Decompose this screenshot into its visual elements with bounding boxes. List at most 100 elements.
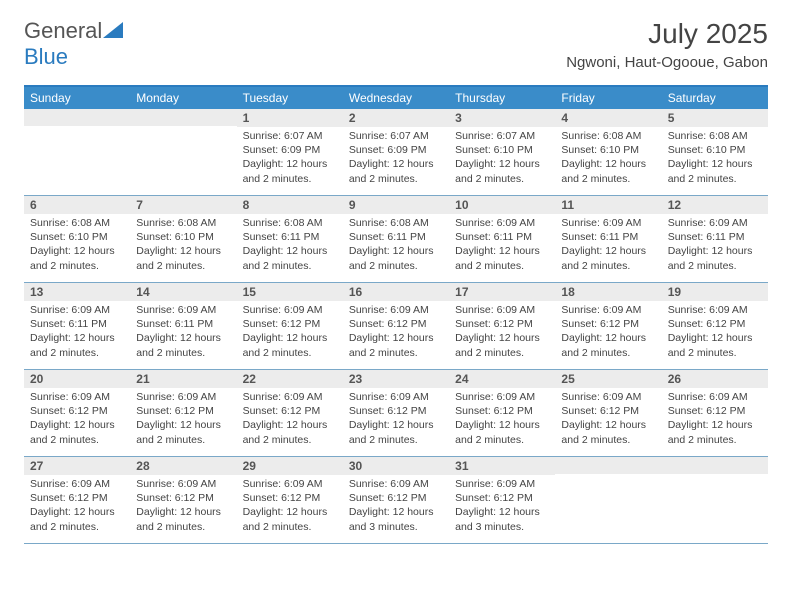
day-number: [555, 457, 661, 474]
sunrise-text: Sunrise: 6:09 AM: [243, 477, 337, 491]
sunset-text: Sunset: 6:12 PM: [455, 404, 549, 418]
daylight-text: Daylight: 12 hours and 2 minutes.: [136, 505, 230, 533]
day-number: 6: [24, 196, 130, 214]
sunrise-text: Sunrise: 6:09 AM: [668, 303, 762, 317]
daylight-text: Daylight: 12 hours and 2 minutes.: [455, 331, 549, 359]
sunset-text: Sunset: 6:12 PM: [349, 491, 443, 505]
day-cell: 31Sunrise: 6:09 AMSunset: 6:12 PMDayligh…: [449, 457, 555, 543]
day-cell: [662, 457, 768, 543]
day-body: Sunrise: 6:09 AMSunset: 6:12 PMDaylight:…: [449, 388, 555, 451]
sunrise-text: Sunrise: 6:09 AM: [30, 477, 124, 491]
week-row: 1Sunrise: 6:07 AMSunset: 6:09 PMDaylight…: [24, 109, 768, 196]
daylight-text: Daylight: 12 hours and 2 minutes.: [243, 157, 337, 185]
day-number: [662, 457, 768, 474]
day-body: Sunrise: 6:09 AMSunset: 6:12 PMDaylight:…: [555, 388, 661, 451]
day-body: [24, 126, 130, 132]
day-cell: 22Sunrise: 6:09 AMSunset: 6:12 PMDayligh…: [237, 370, 343, 456]
sunset-text: Sunset: 6:12 PM: [668, 317, 762, 331]
daylight-text: Daylight: 12 hours and 2 minutes.: [136, 418, 230, 446]
day-cell: 27Sunrise: 6:09 AMSunset: 6:12 PMDayligh…: [24, 457, 130, 543]
sunrise-text: Sunrise: 6:09 AM: [243, 303, 337, 317]
day-cell: 3Sunrise: 6:07 AMSunset: 6:10 PMDaylight…: [449, 109, 555, 195]
sunrise-text: Sunrise: 6:09 AM: [455, 477, 549, 491]
day-cell: 24Sunrise: 6:09 AMSunset: 6:12 PMDayligh…: [449, 370, 555, 456]
day-number: 14: [130, 283, 236, 301]
day-cell: 28Sunrise: 6:09 AMSunset: 6:12 PMDayligh…: [130, 457, 236, 543]
week-row: 20Sunrise: 6:09 AMSunset: 6:12 PMDayligh…: [24, 370, 768, 457]
day-body: [662, 474, 768, 480]
weekday-header: Sunday: [24, 87, 130, 109]
day-cell: 10Sunrise: 6:09 AMSunset: 6:11 PMDayligh…: [449, 196, 555, 282]
day-body: Sunrise: 6:09 AMSunset: 6:11 PMDaylight:…: [130, 301, 236, 364]
sunset-text: Sunset: 6:12 PM: [243, 404, 337, 418]
day-number: 31: [449, 457, 555, 475]
sunset-text: Sunset: 6:09 PM: [243, 143, 337, 157]
day-cell: 6Sunrise: 6:08 AMSunset: 6:10 PMDaylight…: [24, 196, 130, 282]
sunset-text: Sunset: 6:11 PM: [668, 230, 762, 244]
day-cell: 8Sunrise: 6:08 AMSunset: 6:11 PMDaylight…: [237, 196, 343, 282]
day-number: 23: [343, 370, 449, 388]
day-body: Sunrise: 6:09 AMSunset: 6:11 PMDaylight:…: [555, 214, 661, 277]
sunset-text: Sunset: 6:12 PM: [561, 404, 655, 418]
day-number: 8: [237, 196, 343, 214]
sunrise-text: Sunrise: 6:09 AM: [561, 390, 655, 404]
weekday-header: Tuesday: [237, 87, 343, 109]
daylight-text: Daylight: 12 hours and 2 minutes.: [455, 418, 549, 446]
sunset-text: Sunset: 6:10 PM: [455, 143, 549, 157]
day-number: 19: [662, 283, 768, 301]
sunrise-text: Sunrise: 6:09 AM: [136, 303, 230, 317]
day-cell: 29Sunrise: 6:09 AMSunset: 6:12 PMDayligh…: [237, 457, 343, 543]
day-number: 22: [237, 370, 343, 388]
daylight-text: Daylight: 12 hours and 2 minutes.: [455, 244, 549, 272]
location-text: Ngwoni, Haut-Ogooue, Gabon: [566, 54, 768, 71]
daylight-text: Daylight: 12 hours and 2 minutes.: [136, 331, 230, 359]
sunset-text: Sunset: 6:12 PM: [30, 404, 124, 418]
sunrise-text: Sunrise: 6:08 AM: [136, 216, 230, 230]
day-number: 17: [449, 283, 555, 301]
logo-text-blue: Blue: [24, 44, 68, 69]
day-number: 28: [130, 457, 236, 475]
day-cell: 15Sunrise: 6:09 AMSunset: 6:12 PMDayligh…: [237, 283, 343, 369]
day-body: Sunrise: 6:09 AMSunset: 6:12 PMDaylight:…: [343, 388, 449, 451]
sunrise-text: Sunrise: 6:08 AM: [668, 129, 762, 143]
title-block: July 2025 Ngwoni, Haut-Ogooue, Gabon: [566, 18, 768, 71]
day-number: 27: [24, 457, 130, 475]
sunset-text: Sunset: 6:12 PM: [561, 317, 655, 331]
daylight-text: Daylight: 12 hours and 2 minutes.: [349, 244, 443, 272]
sunset-text: Sunset: 6:12 PM: [349, 404, 443, 418]
day-number: 16: [343, 283, 449, 301]
sunset-text: Sunset: 6:12 PM: [349, 317, 443, 331]
day-body: Sunrise: 6:09 AMSunset: 6:12 PMDaylight:…: [449, 475, 555, 538]
week-row: 27Sunrise: 6:09 AMSunset: 6:12 PMDayligh…: [24, 457, 768, 544]
sunrise-text: Sunrise: 6:09 AM: [561, 216, 655, 230]
weekday-header: Monday: [130, 87, 236, 109]
day-body: Sunrise: 6:07 AMSunset: 6:09 PMDaylight:…: [237, 127, 343, 190]
day-cell: 5Sunrise: 6:08 AMSunset: 6:10 PMDaylight…: [662, 109, 768, 195]
day-number: 24: [449, 370, 555, 388]
day-cell: 12Sunrise: 6:09 AMSunset: 6:11 PMDayligh…: [662, 196, 768, 282]
sunrise-text: Sunrise: 6:09 AM: [455, 303, 549, 317]
day-number: 4: [555, 109, 661, 127]
day-body: Sunrise: 6:09 AMSunset: 6:12 PMDaylight:…: [237, 301, 343, 364]
day-cell: 18Sunrise: 6:09 AMSunset: 6:12 PMDayligh…: [555, 283, 661, 369]
day-number: 5: [662, 109, 768, 127]
day-body: [555, 474, 661, 480]
sunrise-text: Sunrise: 6:09 AM: [455, 216, 549, 230]
sunrise-text: Sunrise: 6:09 AM: [349, 303, 443, 317]
day-body: Sunrise: 6:09 AMSunset: 6:12 PMDaylight:…: [237, 388, 343, 451]
sunset-text: Sunset: 6:12 PM: [30, 491, 124, 505]
day-number: 12: [662, 196, 768, 214]
header: General Blue July 2025 Ngwoni, Haut-Ogoo…: [0, 0, 792, 77]
day-number: 29: [237, 457, 343, 475]
week-row: 6Sunrise: 6:08 AMSunset: 6:10 PMDaylight…: [24, 196, 768, 283]
day-number: 21: [130, 370, 236, 388]
weekday-header: Thursday: [449, 87, 555, 109]
daylight-text: Daylight: 12 hours and 2 minutes.: [243, 418, 337, 446]
sunrise-text: Sunrise: 6:09 AM: [349, 390, 443, 404]
daylight-text: Daylight: 12 hours and 2 minutes.: [349, 418, 443, 446]
day-number: 9: [343, 196, 449, 214]
logo-text: General Blue: [24, 18, 123, 70]
daylight-text: Daylight: 12 hours and 2 minutes.: [668, 331, 762, 359]
day-cell: [130, 109, 236, 195]
day-cell: 14Sunrise: 6:09 AMSunset: 6:11 PMDayligh…: [130, 283, 236, 369]
